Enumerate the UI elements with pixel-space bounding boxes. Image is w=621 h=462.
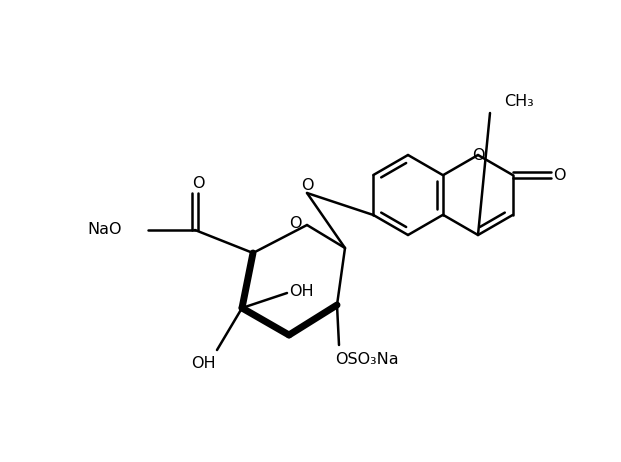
Text: CH₃: CH₃ [504,93,534,109]
Text: O: O [289,215,301,231]
Text: OH: OH [289,284,314,298]
Text: O: O [472,147,484,163]
Text: O: O [301,177,313,193]
Text: NaO: NaO [88,223,122,237]
Text: OSO₃Na: OSO₃Na [335,353,399,367]
Text: OH: OH [191,357,215,371]
Text: O: O [553,168,566,182]
Text: O: O [192,176,204,190]
